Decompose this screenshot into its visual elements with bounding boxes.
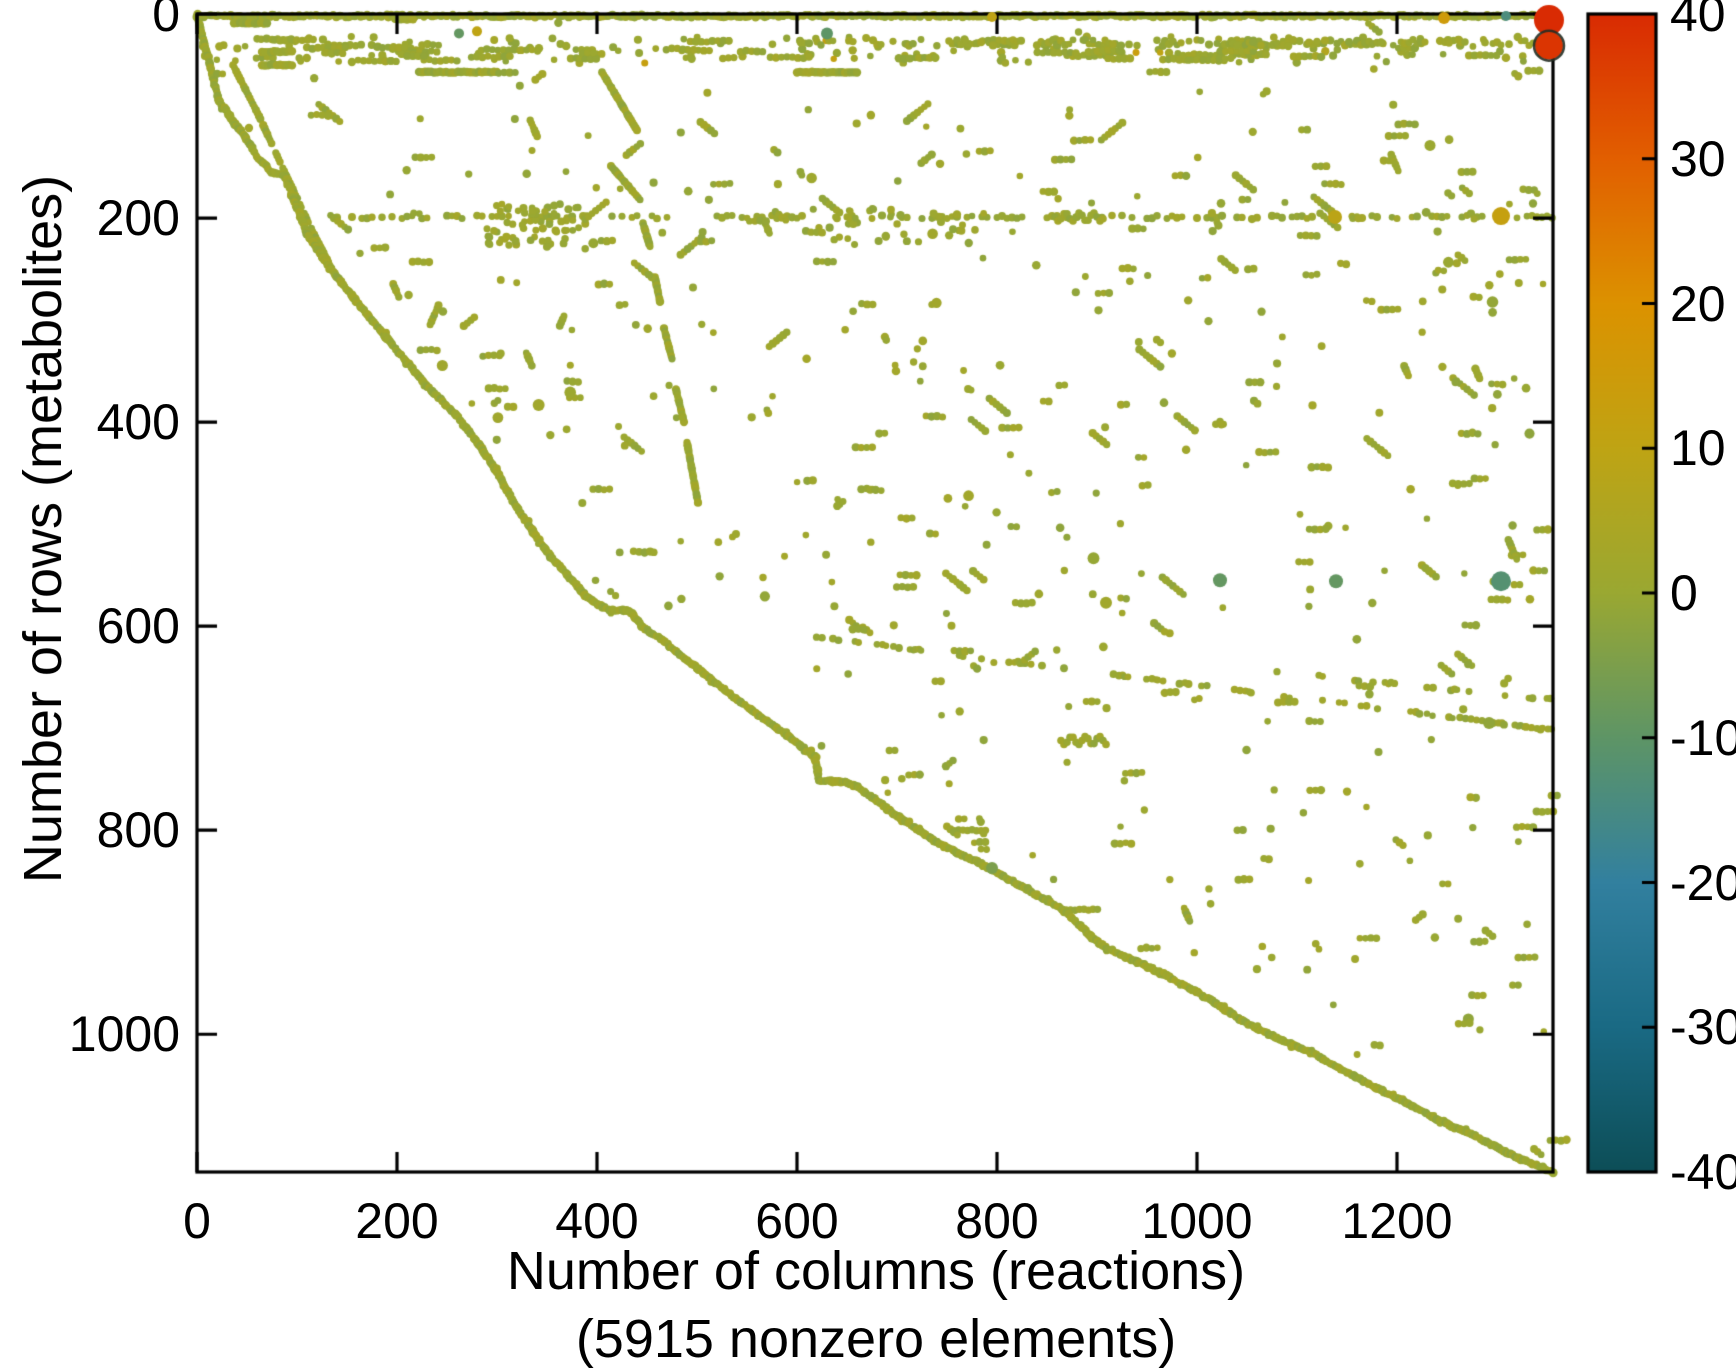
- x-axis-sublabel-nonzero-count: (5915 nonzero elements): [575, 1309, 1177, 1369]
- y-tick-label: 600: [96, 598, 180, 655]
- colorbar-tick-label: 10: [1670, 420, 1726, 477]
- colorbar-tick-label: -40: [1670, 1144, 1736, 1200]
- y-tick-label: 1000: [68, 1006, 180, 1063]
- x-tick-label: 800: [955, 1193, 1039, 1249]
- colorbar-tick-label: 30: [1670, 130, 1726, 187]
- colorbar-tick-label: -10: [1670, 709, 1736, 766]
- y-tick-label: 800: [96, 802, 180, 859]
- colorbar-tick-label: -20: [1670, 854, 1736, 911]
- y-tick-label: 0: [152, 0, 180, 42]
- x-tick-label: 600: [755, 1193, 839, 1249]
- y-tick-label: 400: [96, 394, 180, 451]
- colorbar-tick-label: 20: [1670, 275, 1726, 332]
- colorbar-tick-label: -30: [1670, 999, 1736, 1056]
- x-tick-label: 400: [555, 1193, 639, 1249]
- x-tick-label: 1000: [1141, 1193, 1253, 1249]
- x-tick-label: 0: [183, 1193, 211, 1249]
- colorbar-tick-label: 0: [1670, 565, 1698, 621]
- x-tick-label: 200: [355, 1193, 439, 1249]
- y-tick-label: 200: [96, 190, 180, 247]
- colorbar-tick-label: 40: [1670, 0, 1726, 42]
- y-axis-label: Number of rows (metabolites): [13, 174, 73, 884]
- x-tick-label: 1200: [1341, 1193, 1453, 1249]
- x-axis-label: Number of columns (reactions): [506, 1241, 1246, 1301]
